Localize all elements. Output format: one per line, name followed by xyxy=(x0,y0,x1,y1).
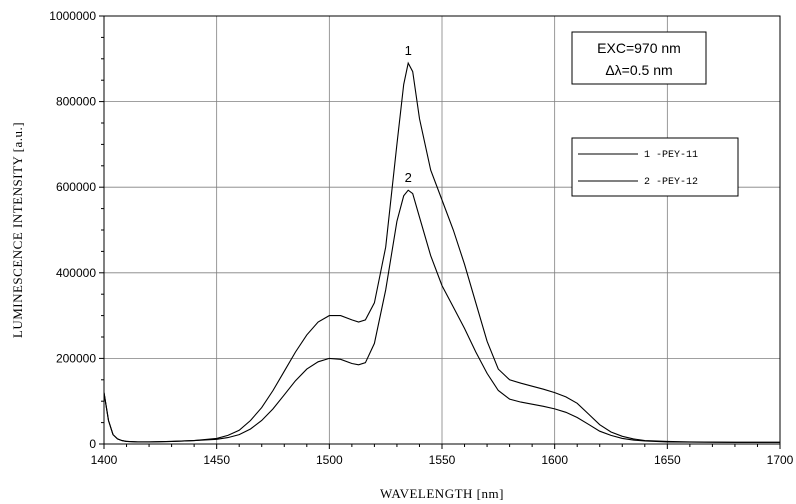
x-tick-label: 1700 xyxy=(767,453,794,467)
y-tick-label: 400000 xyxy=(56,266,96,280)
legend-frame xyxy=(571,137,739,197)
resolution-text: Δλ=0.5 nm xyxy=(605,62,672,78)
info-box-frame xyxy=(571,31,707,85)
x-tick-label: 1650 xyxy=(654,453,681,467)
x-tick-label: 1600 xyxy=(541,453,568,467)
grid xyxy=(104,16,780,444)
y-tick-label: 200000 xyxy=(56,351,96,365)
y-axis-title: LUMINESCENCE INTENSITY [a.u.] xyxy=(10,122,25,338)
curve-label-2: 2 xyxy=(405,170,412,185)
x-tick-label: 1400 xyxy=(91,453,118,467)
legend-label-series-2: 2 -PEY-12 xyxy=(644,177,698,188)
y-tick-label: 600000 xyxy=(56,180,96,194)
series-line-2 xyxy=(103,189,780,443)
x-tick-label: 1450 xyxy=(203,453,230,467)
excitation-text: EXC=970 nm xyxy=(597,40,681,56)
excitation-info-box: EXC=970 nm Δλ=0.5 nm xyxy=(571,31,707,85)
legend: 1 -PEY-11 2 -PEY-12 xyxy=(571,137,739,197)
x-tick-label: 1550 xyxy=(429,453,456,467)
x-tick-label: 1500 xyxy=(316,453,343,467)
y-tick-label: 0 xyxy=(89,437,96,451)
tick-labels: 1400 1450 1500 1550 1600 1650 1700 0 200000 40000… xyxy=(49,9,793,467)
series-lines xyxy=(103,61,780,443)
x-axis-title: WAVELENGTH [nm] xyxy=(380,486,504,501)
y-tick-label: 800000 xyxy=(56,95,96,109)
axis-ticks xyxy=(99,15,781,449)
y-tick-label: 1000000 xyxy=(49,9,96,23)
curve-label-1: 1 xyxy=(405,43,412,58)
legend-label-series-1: 1 -PEY-11 xyxy=(644,150,698,161)
